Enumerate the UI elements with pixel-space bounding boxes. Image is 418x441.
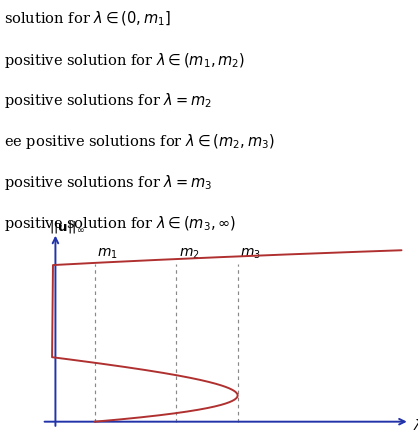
Text: $m_2$: $m_2$ xyxy=(179,247,200,261)
Text: solution for $\lambda \in (0, m_1]$: solution for $\lambda \in (0, m_1]$ xyxy=(4,10,171,28)
Text: $m_1$: $m_1$ xyxy=(97,247,118,261)
Text: positive solution for $\lambda \in (m_1, m_2)$: positive solution for $\lambda \in (m_1,… xyxy=(4,51,245,70)
Text: $m_3$: $m_3$ xyxy=(240,247,261,261)
Text: $||\mathbf{u}||_\infty$: $||\mathbf{u}||_\infty$ xyxy=(48,219,85,235)
Text: $\lambda$: $\lambda$ xyxy=(413,418,418,433)
Text: positive solutions for $\lambda = m_3$: positive solutions for $\lambda = m_3$ xyxy=(4,173,212,192)
Text: positive solution for $\lambda \in (m_3, \infty)$: positive solution for $\lambda \in (m_3,… xyxy=(4,214,237,233)
Text: positive solutions for $\lambda = m_2$: positive solutions for $\lambda = m_2$ xyxy=(4,91,212,111)
Text: ee positive solutions for $\lambda \in (m_2, m_3)$: ee positive solutions for $\lambda \in (… xyxy=(4,132,275,151)
